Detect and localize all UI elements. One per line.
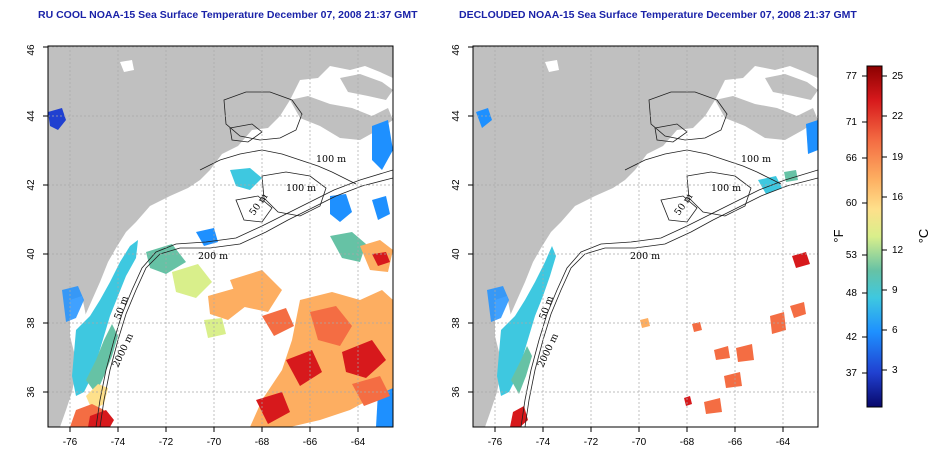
contour-label: 200 m — [630, 251, 660, 262]
left-x-tick-labels: -76 -74 -72 -70 -68 -66 -64 — [63, 437, 366, 448]
contour-label: 100 m — [741, 154, 771, 165]
y-tick-label: 40 — [451, 248, 462, 260]
y-tick-label: 44 — [26, 110, 37, 122]
x-tick-label: -72 — [159, 437, 174, 448]
right-axis-ticks — [468, 46, 784, 432]
y-tick-label: 38 — [26, 317, 37, 329]
x-tick-label: -74 — [536, 437, 551, 448]
sst-data-right — [476, 108, 818, 427]
grid-lines — [48, 46, 393, 427]
land-mass — [48, 46, 393, 427]
contour-label: 100 m — [316, 154, 346, 165]
y-tick-label: 42 — [26, 179, 37, 191]
left-panel-title: RU COOL NOAA-15 Sea Surface Temperature … — [38, 9, 418, 21]
contour-label: 200 m — [198, 251, 228, 262]
left-map-panel: 100 m 100 m 50 m 200 m 50 m 2000 m — [48, 46, 393, 427]
celsius-label: 19 — [892, 152, 904, 163]
x-tick-label: -68 — [255, 437, 270, 448]
y-tick-label: 44 — [451, 110, 462, 122]
colorbar-gradient — [866, 65, 883, 408]
left-map-frame — [47, 45, 394, 428]
celsius-label: 3 — [892, 365, 898, 376]
y-tick-label: 36 — [451, 386, 462, 398]
x-tick-label: -70 — [207, 437, 222, 448]
celsius-label: 25 — [892, 71, 904, 82]
x-tick-label: -66 — [728, 437, 743, 448]
fahrenheit-label: 77 — [846, 71, 858, 82]
fahrenheit-label: 66 — [846, 153, 858, 164]
right-map-panel: 100 m 100 m 50 m 200 m 50 m 2000 m — [473, 46, 818, 427]
celsius-label: 9 — [892, 285, 898, 296]
celsius-label: 12 — [892, 245, 904, 256]
right-map-frame — [472, 45, 819, 428]
x-tick-label: -74 — [111, 437, 126, 448]
x-tick-label: -64 — [776, 437, 791, 448]
fahrenheit-label: 53 — [846, 250, 858, 261]
left-axis-ticks — [43, 46, 359, 432]
left-y-tick-labels: 36 38 40 42 44 46 — [26, 44, 37, 398]
y-tick-label: 40 — [26, 248, 37, 260]
x-tick-label: -66 — [303, 437, 318, 448]
right-panel-title: DECLOUDED NOAA-15 Sea Surface Temperatur… — [459, 9, 857, 21]
sst-data-left — [48, 108, 393, 427]
fahrenheit-label: 48 — [846, 288, 858, 299]
fahrenheit-label: 42 — [846, 332, 858, 343]
celsius-label: 6 — [892, 325, 898, 336]
celsius-label: 22 — [892, 111, 904, 122]
celsius-unit-label: °C — [916, 229, 931, 244]
temperature-colorbar: 77 71 66 60 53 48 42 37 25 22 19 16 12 9… — [831, 65, 931, 408]
celsius-label: 16 — [892, 192, 904, 203]
x-tick-label: -72 — [584, 437, 599, 448]
y-tick-label: 46 — [26, 44, 37, 56]
x-tick-label: -64 — [351, 437, 366, 448]
x-tick-label: -76 — [63, 437, 78, 448]
y-tick-label: 42 — [451, 179, 462, 191]
right-y-tick-labels: 36 38 40 42 44 46 — [451, 44, 462, 398]
x-tick-label: -76 — [488, 437, 503, 448]
y-tick-label: 38 — [451, 317, 462, 329]
contour-label: 100 m — [286, 183, 316, 194]
fahrenheit-label: 71 — [846, 117, 858, 128]
y-tick-label: 36 — [26, 386, 37, 398]
contour-label: 100 m — [711, 183, 741, 194]
x-tick-label: -68 — [680, 437, 695, 448]
y-tick-label: 46 — [451, 44, 462, 56]
fahrenheit-label: 60 — [846, 198, 858, 209]
fahrenheit-unit-label: °F — [831, 229, 846, 242]
fahrenheit-label: 37 — [846, 368, 858, 379]
x-tick-label: -70 — [632, 437, 647, 448]
right-x-tick-labels: -76 -74 -72 -70 -68 -66 -64 — [488, 437, 791, 448]
